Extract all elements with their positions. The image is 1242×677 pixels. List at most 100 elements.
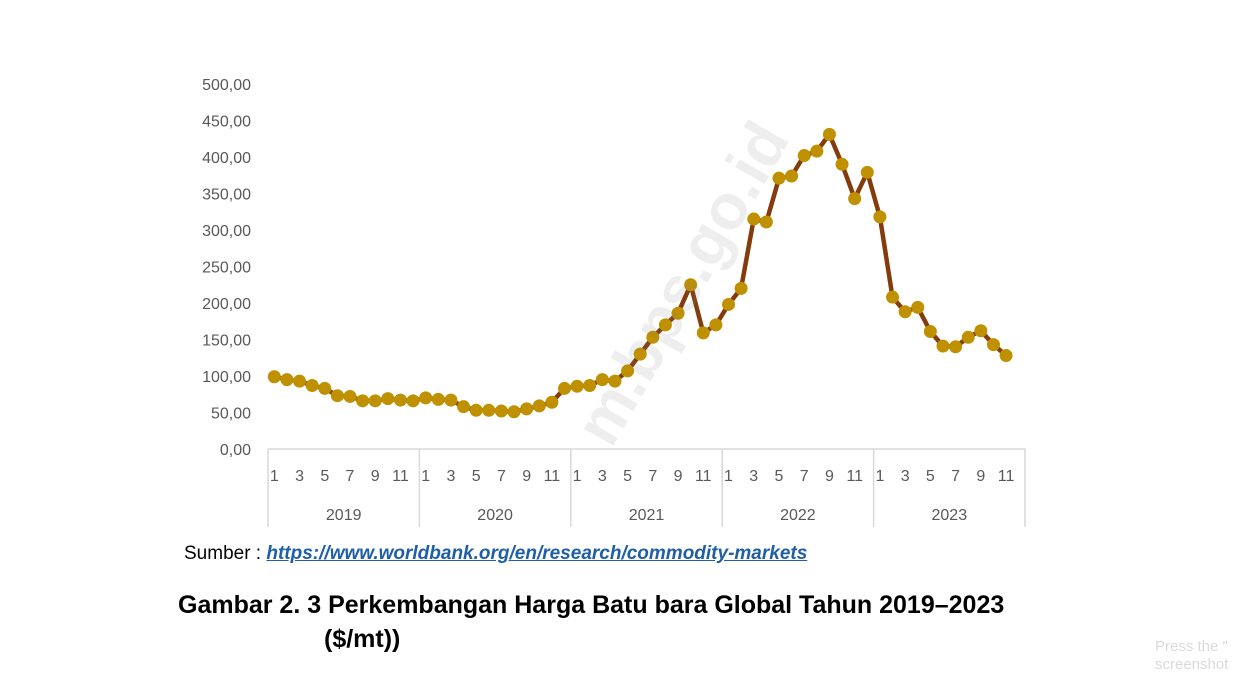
data-point bbox=[986, 338, 1000, 352]
data-point bbox=[595, 373, 609, 387]
data-point bbox=[835, 157, 849, 171]
x-tick-label: 3 bbox=[901, 468, 910, 485]
x-tick-label: 9 bbox=[371, 468, 380, 485]
x-tick-label: 5 bbox=[472, 468, 481, 485]
data-point bbox=[520, 402, 534, 416]
data-point bbox=[759, 215, 773, 229]
x-tick-label: 7 bbox=[648, 468, 657, 485]
x-tick-label: 3 bbox=[749, 468, 758, 485]
data-point bbox=[936, 339, 950, 353]
x-tick-label: 1 bbox=[421, 468, 430, 485]
x-tick-label: 1 bbox=[573, 468, 582, 485]
y-tick-label: 300,00 bbox=[202, 223, 251, 240]
data-point bbox=[507, 405, 521, 419]
data-point bbox=[923, 324, 937, 338]
source-link[interactable]: https://www.worldbank.org/en/research/co… bbox=[266, 543, 808, 564]
data-point bbox=[494, 404, 508, 418]
data-point bbox=[646, 330, 660, 344]
year-label: 2019 bbox=[326, 507, 362, 524]
y-tick-label: 500,00 bbox=[202, 77, 251, 94]
x-tick-label: 5 bbox=[320, 468, 329, 485]
y-tick-label: 200,00 bbox=[202, 296, 251, 313]
x-tick-label: 11 bbox=[695, 468, 712, 485]
x-tick-label: 5 bbox=[775, 468, 784, 485]
data-point bbox=[696, 326, 710, 340]
x-tick-label: 11 bbox=[544, 468, 561, 485]
data-point bbox=[393, 393, 407, 407]
data-point bbox=[431, 392, 445, 406]
x-tick-label: 9 bbox=[825, 468, 834, 485]
x-tick-label: 11 bbox=[998, 468, 1015, 485]
data-point bbox=[293, 374, 307, 388]
x-tick-label: 9 bbox=[976, 468, 985, 485]
data-point bbox=[419, 391, 433, 405]
data-point bbox=[961, 330, 975, 344]
data-point bbox=[343, 389, 357, 403]
data-point bbox=[886, 290, 900, 304]
x-tick-label: 1 bbox=[875, 468, 884, 485]
x-tick-label: 1 bbox=[724, 468, 733, 485]
x-tick-label: 3 bbox=[446, 468, 455, 485]
data-point bbox=[381, 392, 395, 406]
data-point bbox=[545, 395, 559, 409]
data-point bbox=[633, 347, 647, 361]
data-point bbox=[898, 305, 912, 319]
data-point bbox=[671, 306, 685, 320]
data-point bbox=[949, 340, 963, 354]
data-point bbox=[444, 393, 458, 407]
y-tick-label: 250,00 bbox=[202, 260, 251, 277]
source-prefix: Sumber : bbox=[184, 543, 267, 564]
data-point bbox=[810, 144, 824, 158]
data-point bbox=[482, 403, 496, 417]
x-tick-label: 5 bbox=[926, 468, 935, 485]
data-point bbox=[570, 379, 584, 393]
y-tick-label: 100,00 bbox=[202, 369, 251, 386]
data-point bbox=[658, 318, 672, 332]
data-point bbox=[722, 297, 736, 311]
x-tick-label: 11 bbox=[392, 468, 409, 485]
data-point bbox=[747, 212, 761, 226]
y-axis: 0,00 50,00 100,00 150,00 200,00 250,00 300,00 3… bbox=[202, 77, 251, 459]
data-point bbox=[848, 192, 862, 206]
data-point bbox=[469, 403, 483, 417]
data-point bbox=[267, 370, 281, 384]
data-point bbox=[305, 378, 319, 392]
x-tick-label: 3 bbox=[295, 468, 304, 485]
data-point bbox=[709, 318, 723, 332]
year-label: 2021 bbox=[629, 507, 665, 524]
data-point bbox=[822, 127, 836, 141]
data-point bbox=[974, 324, 988, 338]
x-tick-label: 7 bbox=[497, 468, 506, 485]
data-point bbox=[406, 394, 420, 408]
x-tick-label: 7 bbox=[800, 468, 809, 485]
series-line bbox=[272, 132, 1009, 415]
coal-price-chart: 0,00 50,00 100,00 150,00 200,00 250,00 300,00 3… bbox=[202, 77, 1026, 527]
y-tick-label: 150,00 bbox=[202, 333, 251, 350]
x-tick-label: 5 bbox=[623, 468, 632, 485]
y-tick-label: 350,00 bbox=[202, 187, 251, 204]
data-point bbox=[772, 171, 786, 185]
x-tick-label: 7 bbox=[951, 468, 960, 485]
data-point bbox=[557, 381, 571, 395]
x-tick-label: 3 bbox=[598, 468, 607, 485]
corner-note-line-1: Press the " bbox=[1155, 638, 1228, 655]
caption-line-1: Gambar 2. 3 Perkembangan Harga Batu bara… bbox=[178, 591, 1005, 619]
x-tick-label: 7 bbox=[346, 468, 355, 485]
data-point bbox=[785, 169, 799, 183]
data-point bbox=[873, 210, 887, 224]
data-point bbox=[860, 165, 874, 179]
year-label: 2020 bbox=[477, 507, 513, 524]
y-tick-label: 450,00 bbox=[202, 114, 251, 131]
x-tick-label: 9 bbox=[522, 468, 531, 485]
data-point bbox=[911, 300, 925, 314]
y-tick-label: 400,00 bbox=[202, 150, 251, 167]
data-point bbox=[734, 281, 748, 295]
data-point bbox=[368, 394, 382, 408]
y-tick-label: 50,00 bbox=[211, 406, 251, 423]
x-tick-label: 9 bbox=[674, 468, 683, 485]
data-point bbox=[621, 364, 635, 378]
figure-caption: Gambar 2. 3 Perkembangan Harga Batu bara… bbox=[178, 588, 1058, 656]
data-point bbox=[318, 381, 332, 395]
data-point bbox=[684, 278, 698, 292]
